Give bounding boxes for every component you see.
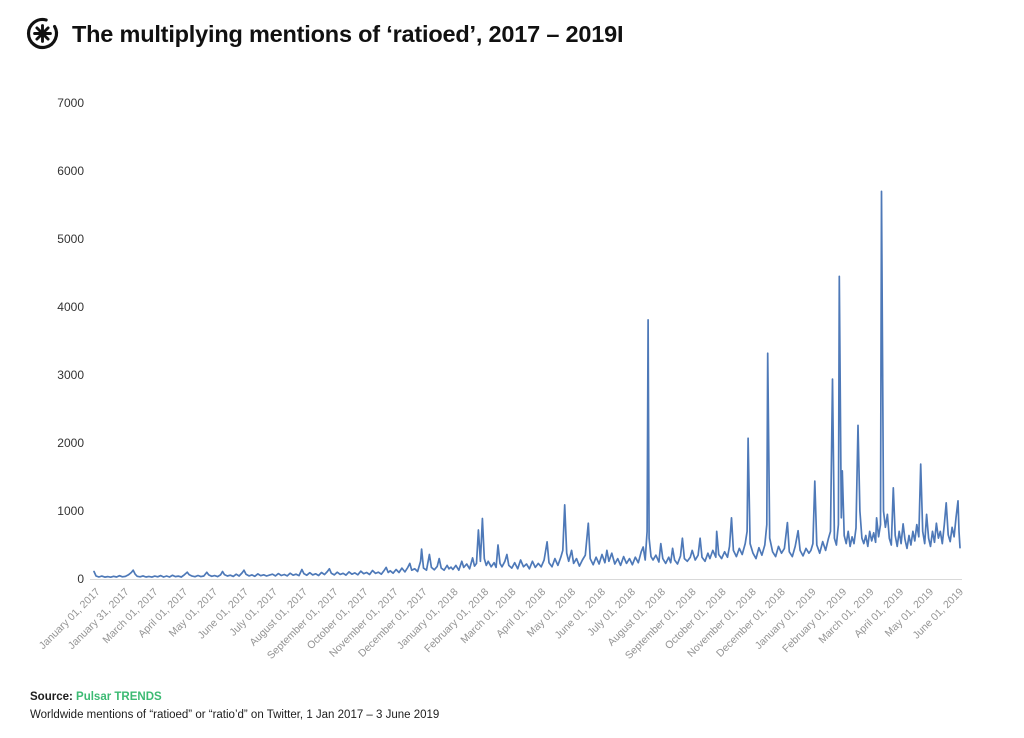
y-axis-tick-label: 0 [77, 572, 84, 586]
y-axis-tick-label: 7000 [57, 96, 84, 110]
y-axis-tick-label: 2000 [57, 436, 84, 450]
source-line: Source: Pulsar TRENDS [30, 688, 439, 706]
y-axis-tick-label: 3000 [57, 368, 84, 382]
y-axis-tick-label: 1000 [57, 504, 84, 518]
y-axis-tick-label: 6000 [57, 164, 84, 178]
trend-line [93, 190, 961, 579]
pulsar-logo-icon [26, 17, 59, 49]
chart-description: Worldwide mentions of “ratioed” or “rati… [30, 709, 440, 721]
source-link[interactable]: Pulsar TRENDS [76, 691, 162, 703]
page-title: The multiplying mentions of ‘ratioed’, 2… [72, 21, 624, 47]
y-axis-tick-label: 4000 [57, 300, 84, 314]
y-axis-tick-label: 5000 [57, 232, 84, 246]
header: The multiplying mentions of ‘ratioed’, 2… [22, 13, 624, 54]
source-label: Source: [30, 691, 73, 703]
chart-footer: Source: Pulsar TRENDS Worldwide mentions… [30, 688, 439, 724]
